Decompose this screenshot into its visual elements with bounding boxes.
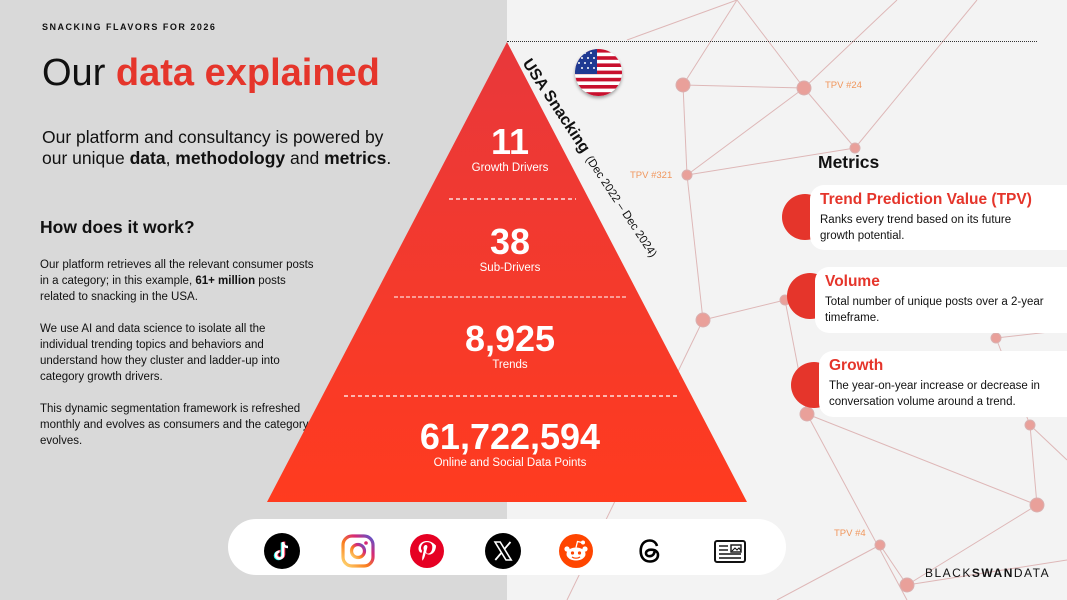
intro-part2: and: [285, 148, 325, 168]
header-dotted-rule: [507, 41, 1037, 42]
brand-swan: SWAN: [971, 566, 1014, 580]
tpv-tag-321: TPV #321: [630, 170, 673, 181]
metrics-heading: Metrics: [818, 152, 880, 172]
brand-data: DATA: [1013, 566, 1051, 580]
tier-label: Growth Drivers: [471, 162, 549, 174]
title-plain: Our: [42, 52, 116, 94]
metric-card-volume: Volume Total number of unique posts over…: [815, 267, 1067, 333]
tier-label: Sub-Drivers: [479, 262, 541, 274]
reddit-icon: [559, 534, 593, 568]
brand-black: BLACK: [925, 566, 972, 580]
metric-title: Trend Prediction Value (TPV): [820, 191, 1032, 208]
tier-value: 8,925: [464, 318, 556, 359]
tier-growth-drivers: 11 Growth Drivers: [430, 121, 590, 175]
tier-data-points: 61,722,594 Online and Social Data Points: [380, 416, 640, 470]
metric-title: Growth: [829, 357, 884, 374]
how-paragraph-2: We use AI and data science to isolate al…: [40, 323, 280, 383]
how-p1-bold: 61+ million: [195, 275, 256, 287]
how-paragraph-1: Our platform retrieves all the relevant …: [40, 257, 315, 305]
metric-card-tpv: Trend Prediction Value (TPV) Ranks every…: [810, 185, 1067, 250]
intro-sep: ,: [165, 148, 176, 168]
metric-description: The year-on-year increase or decrease in…: [829, 380, 1040, 408]
news-icon: [714, 540, 746, 563]
instagram-icon: [341, 534, 375, 568]
tier-trends: 8,925 Trends: [410, 318, 610, 372]
pyramid-shape: [267, 42, 747, 502]
intro-bold-data: data: [129, 148, 166, 168]
threads-icon: [639, 539, 660, 563]
title-accent: data explained: [115, 52, 380, 94]
metric-card-growth: Growth The year-on-year increase or decr…: [819, 351, 1067, 417]
pinterest-icon: [410, 534, 444, 568]
tier-label: Online and Social Data Points: [433, 457, 587, 469]
intro-part1: Our platform and consultancy is powered …: [42, 127, 384, 168]
tier-value: 38: [489, 221, 531, 262]
metric-title: Volume: [825, 273, 880, 290]
eyebrow-label: SNACKING FLAVORS FOR 2026: [42, 22, 217, 32]
brand-logo: BLACKSWANDATA: [925, 566, 1050, 580]
tier-value: 11: [490, 121, 530, 162]
tier-label: Trends: [492, 359, 528, 371]
intro-end: .: [386, 148, 392, 168]
intro-bold-metrics: metrics: [324, 148, 387, 168]
metric-description: Ranks every trend based on its future gr…: [820, 214, 1012, 242]
tier-sub-drivers: 38 Sub-Drivers: [430, 221, 590, 275]
social-sources-bar: [228, 519, 786, 575]
x-icon: [485, 533, 521, 569]
metric-description: Total number of unique posts over a 2-ye…: [825, 296, 1044, 324]
tpv-tag-4: TPV #4: [834, 528, 866, 539]
how-paragraph-3: This dynamic segmentation framework is r…: [40, 403, 309, 447]
tiktok-icon: [264, 533, 300, 569]
how-it-works-heading: How does it work?: [40, 217, 195, 237]
tier-value: 61,722,594: [419, 416, 601, 457]
tpv-tag-24: TPV #24: [825, 80, 862, 91]
page-title: Our data explained: [42, 50, 380, 96]
how-p1-a: Our platform retrieves all the relevant …: [40, 259, 314, 287]
intro-bold-methodology: methodology: [175, 148, 286, 168]
intro-text: Our platform and consultancy is powered …: [42, 127, 392, 169]
usa-flag-icon: [575, 49, 622, 96]
how-p1-b: posts related to snacking in the USA.: [40, 275, 286, 303]
